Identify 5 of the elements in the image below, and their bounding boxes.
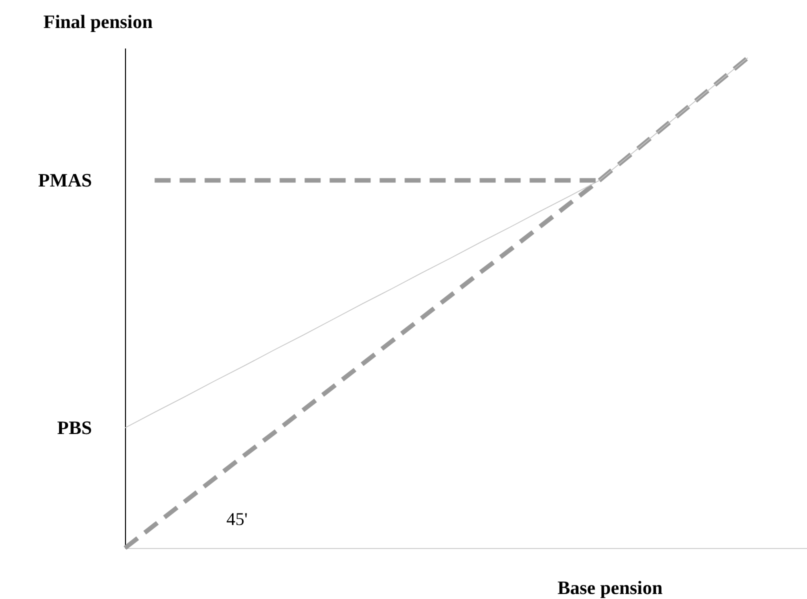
- text: PBS: [57, 418, 92, 439]
- x-axis-title: Base pension: [557, 578, 663, 599]
- annotation: 45': [226, 509, 248, 529]
- text: PMAS: [38, 170, 92, 192]
- y-axis-title: Final pension: [43, 12, 154, 33]
